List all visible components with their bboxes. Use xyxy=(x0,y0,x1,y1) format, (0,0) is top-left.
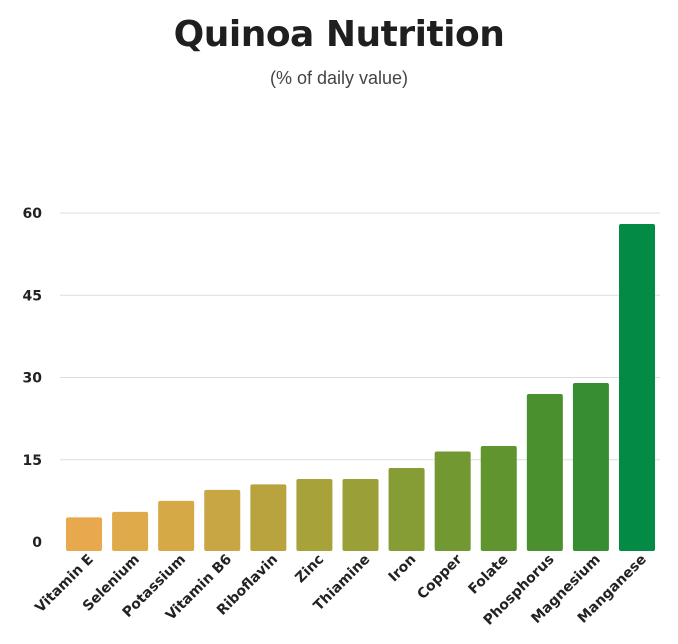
bar-thiamine xyxy=(342,478,379,551)
y-tick-label: 60 xyxy=(23,206,43,222)
bar-potassium xyxy=(158,500,195,551)
bar-vitamin-e xyxy=(66,517,102,551)
bar-riboflavin xyxy=(250,484,287,551)
bar-zinc xyxy=(296,478,333,551)
bar-vitamin-b6 xyxy=(204,489,241,551)
x-tick-label: Copper xyxy=(414,551,465,602)
x-tick-label: Zinc xyxy=(292,552,327,587)
chart-subtitle: (% of daily value) xyxy=(269,68,409,88)
y-tick-label: 30 xyxy=(23,371,43,387)
bar-selenium xyxy=(112,511,149,551)
bar-folate xyxy=(480,446,517,551)
y-tick-label: 45 xyxy=(23,288,42,304)
y-tick-label: 0 xyxy=(32,535,42,551)
x-tick-label: Iron xyxy=(386,552,420,586)
x-tick-label: Folate xyxy=(466,552,512,598)
bar-manganese xyxy=(619,223,655,551)
chart-title: Quinoa Nutrition xyxy=(173,14,505,55)
bar-iron xyxy=(388,467,425,551)
bar-layer xyxy=(66,223,655,551)
y-tick-label: 15 xyxy=(23,453,42,469)
bar-phosphorus xyxy=(526,393,563,551)
bar-copper xyxy=(434,451,471,551)
bar-magnesium xyxy=(572,382,609,551)
grid-layer xyxy=(60,212,660,461)
